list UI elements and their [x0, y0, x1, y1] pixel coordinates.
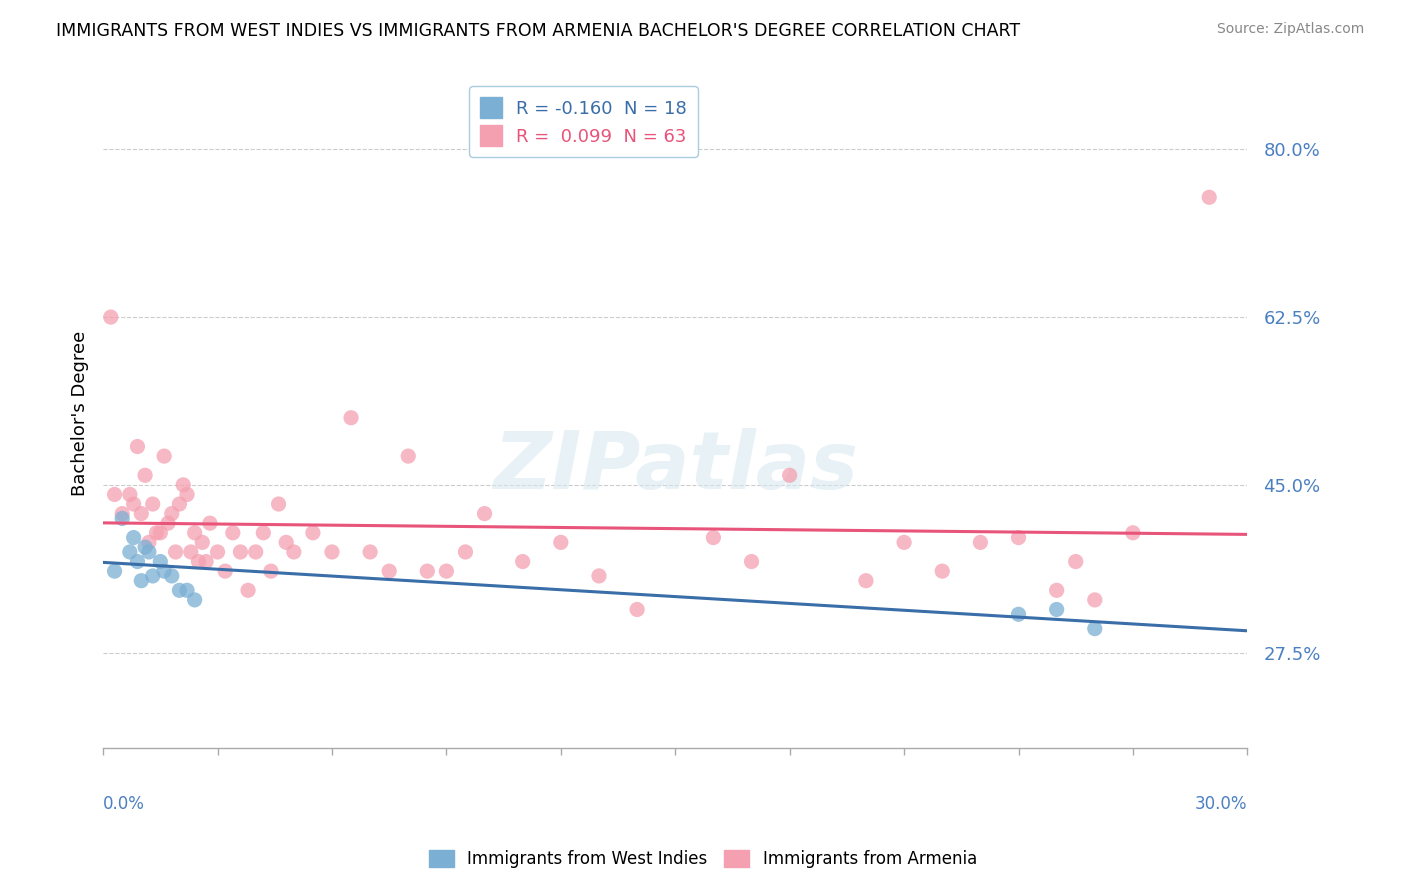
Text: IMMIGRANTS FROM WEST INDIES VS IMMIGRANTS FROM ARMENIA BACHELOR'S DEGREE CORRELA: IMMIGRANTS FROM WEST INDIES VS IMMIGRANT… [56, 22, 1021, 40]
Point [176, 487, 198, 501]
Point [122, 497, 145, 511]
Point [127, 440, 149, 454]
Point [855, 574, 877, 588]
Point [129, 574, 152, 588]
Point [1007, 607, 1029, 622]
Legend: Immigrants from West Indies, Immigrants from Armenia: Immigrants from West Indies, Immigrants … [422, 843, 984, 875]
Point [1046, 602, 1069, 616]
Point [176, 583, 198, 598]
Text: ZIPatlas: ZIPatlas [492, 427, 858, 506]
Point [138, 545, 160, 559]
Point [160, 507, 183, 521]
Point [172, 478, 194, 492]
Point [134, 468, 156, 483]
Point [931, 564, 953, 578]
Text: 0.0%: 0.0% [103, 796, 145, 814]
Point [512, 555, 534, 569]
Point [340, 410, 363, 425]
Point [359, 545, 381, 559]
Point [118, 545, 141, 559]
Point [702, 531, 724, 545]
Point [142, 497, 165, 511]
Point [111, 511, 134, 525]
Point [1046, 583, 1069, 598]
Point [100, 310, 122, 324]
Point [741, 555, 763, 569]
Point [138, 535, 160, 549]
Point [183, 593, 205, 607]
Text: 30.0%: 30.0% [1195, 796, 1247, 814]
Point [183, 525, 205, 540]
Point [103, 487, 125, 501]
Point [191, 535, 214, 549]
Point [588, 569, 610, 583]
Point [127, 555, 149, 569]
Point [396, 449, 419, 463]
Point [153, 449, 176, 463]
Point [195, 555, 218, 569]
Point [111, 507, 134, 521]
Point [474, 507, 496, 521]
Point [378, 564, 401, 578]
Legend: R = -0.160  N = 18, R =  0.099  N = 63: R = -0.160 N = 18, R = 0.099 N = 63 [470, 87, 697, 157]
Point [222, 525, 245, 540]
Point [893, 535, 915, 549]
Point [160, 569, 183, 583]
Point [169, 497, 191, 511]
Point [153, 564, 176, 578]
Point [149, 525, 172, 540]
Point [198, 516, 221, 531]
Point [180, 545, 202, 559]
Point [103, 564, 125, 578]
Point [252, 525, 274, 540]
Y-axis label: Bachelor's Degree: Bachelor's Degree [72, 330, 89, 496]
Point [229, 545, 252, 559]
Point [1122, 525, 1144, 540]
Point [302, 525, 325, 540]
Point [122, 531, 145, 545]
Point [245, 545, 267, 559]
Text: Source: ZipAtlas.com: Source: ZipAtlas.com [1216, 22, 1364, 37]
Point [156, 516, 179, 531]
Point [283, 545, 305, 559]
Point [454, 545, 477, 559]
Point [550, 535, 572, 549]
Point [1198, 190, 1220, 204]
Point [134, 540, 156, 554]
Point [626, 602, 648, 616]
Point [118, 487, 141, 501]
Point [260, 564, 283, 578]
Point [165, 545, 187, 559]
Point [142, 569, 165, 583]
Point [236, 583, 259, 598]
Point [1084, 622, 1107, 636]
Point [267, 497, 290, 511]
Point [1007, 531, 1029, 545]
Point [321, 545, 343, 559]
Point [1064, 555, 1087, 569]
Point [129, 507, 152, 521]
Point [1084, 593, 1107, 607]
Point [207, 545, 229, 559]
Point [214, 564, 236, 578]
Point [416, 564, 439, 578]
Point [969, 535, 991, 549]
Point [779, 468, 801, 483]
Point [187, 555, 209, 569]
Point [169, 583, 191, 598]
Point [145, 525, 167, 540]
Point [434, 564, 457, 578]
Point [276, 535, 298, 549]
Point [149, 555, 172, 569]
